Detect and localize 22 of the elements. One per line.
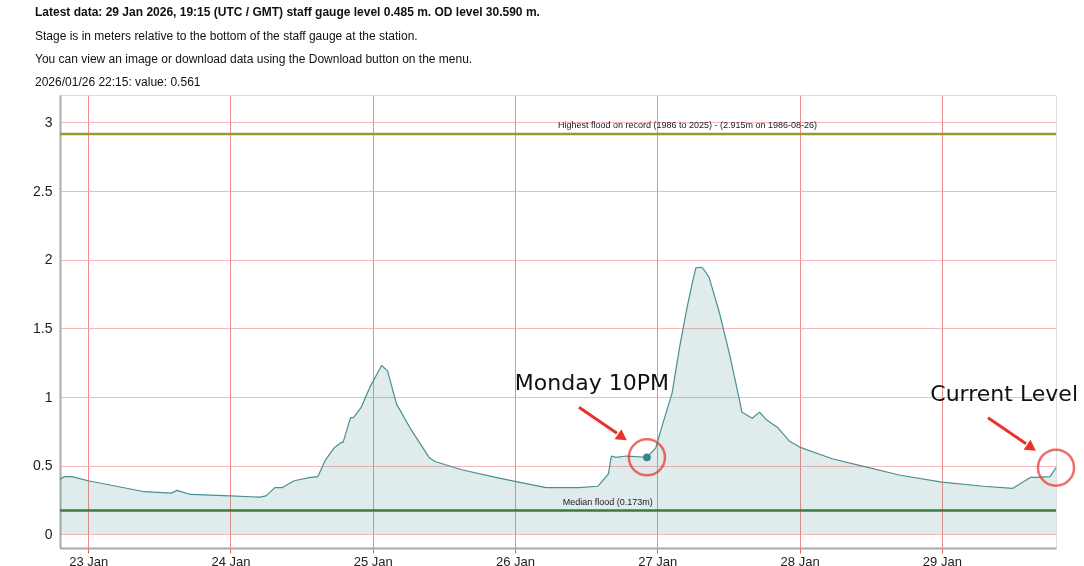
y-tick-label: 1.5: [33, 319, 53, 336]
x-tick-label: 24 Jan: [211, 553, 251, 566]
ref-line-label: Median flood (0.173m): [562, 496, 653, 507]
y-tick-label: 0.5: [33, 457, 53, 474]
y-tick-label: 3: [44, 113, 53, 130]
x-tick-label: 28 Jan: [780, 553, 820, 566]
y-tick-label: 0: [44, 525, 53, 542]
chart-title: Latest data: 29 Jan 2026, 19:15 (UTC / GMT) staff gauge level 0.485 m. OD level 30.590 m.: [35, 5, 540, 19]
x-tick-label: 25 Jan: [353, 553, 393, 566]
x-tick-label: 23 Jan: [69, 553, 109, 566]
x-tick-label: 29 Jan: [922, 553, 962, 566]
text: 2026/01/26 22:15: value: 0.561: [35, 75, 201, 89]
annotation: Current Level: [930, 380, 1078, 406]
text: Stage is in meters relative to the bottom of the staff gauge at the station.: [35, 29, 418, 43]
y-tick-label: 2: [44, 251, 53, 268]
ref-line-label: Highest flood on record (1986 to 2025) - (2.915m on 1986-08-26): [557, 120, 818, 131]
y-tick-label: 1: [44, 388, 53, 405]
x-tick-label: 27 Jan: [638, 553, 678, 566]
annotation: Monday 10PM: [514, 370, 669, 396]
y-tick-label: 2.5: [33, 182, 53, 199]
text: You can view an image or download data using the Download button on the menu.: [35, 52, 473, 66]
x-tick-label: 26 Jan: [495, 553, 536, 566]
